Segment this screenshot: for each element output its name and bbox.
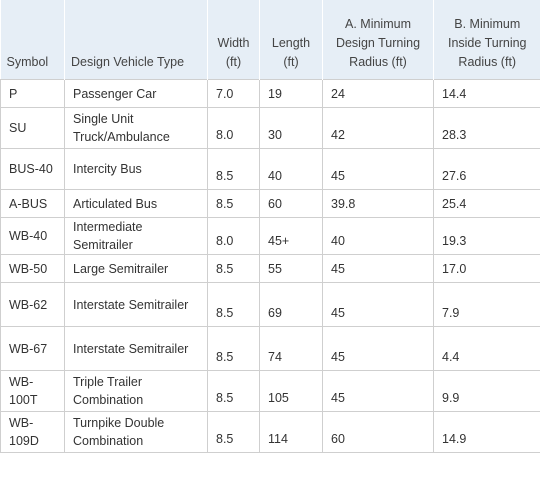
- cell-inside-radius: 19.3: [433, 217, 540, 255]
- table-row: WB-109D Turnpike Double Combination 8.5 …: [0, 411, 540, 453]
- cell-type: Interstate Semitrailer: [64, 282, 208, 327]
- table-row: WB-100T Triple Trailer Combination 8.5 1…: [0, 370, 540, 412]
- cell-symbol: P: [0, 79, 65, 108]
- cell-inside-radius: 14.4: [433, 79, 540, 108]
- cell-width: 8.5: [207, 411, 260, 453]
- cell-symbol: WB-67: [0, 326, 65, 371]
- cell-type: Triple Trailer Combination: [64, 370, 208, 412]
- cell-type: Single Unit Truck/Ambulance: [64, 107, 208, 149]
- cell-width: 8.5: [207, 326, 260, 371]
- header-width: Width (ft): [207, 0, 260, 80]
- cell-length: 45+: [259, 217, 323, 255]
- cell-symbol: BUS-40: [0, 148, 65, 190]
- cell-inside-radius: 7.9: [433, 282, 540, 327]
- cell-length: 40: [259, 148, 323, 190]
- cell-design-radius: 45: [322, 254, 434, 283]
- cell-design-radius: 45: [322, 148, 434, 190]
- table-row: BUS-40 Intercity Bus 8.5 40 45 27.6: [0, 148, 540, 190]
- cell-width: 8.0: [207, 107, 260, 149]
- cell-symbol: WB-62: [0, 282, 65, 327]
- table-row: WB-40 Intermediate Semitrailer 8.0 45+ 4…: [0, 217, 540, 255]
- cell-type: Articulated Bus: [64, 189, 208, 218]
- cell-design-radius: 45: [322, 370, 434, 412]
- header-min-design-turning-radius: A. Minimum Design Turning Radius (ft): [322, 0, 434, 80]
- cell-type: Intercity Bus: [64, 148, 208, 190]
- cell-inside-radius: 17.0: [433, 254, 540, 283]
- cell-symbol: WB-100T: [0, 370, 65, 412]
- table-body: P Passenger Car 7.0 19 24 14.4 SU Single…: [0, 79, 540, 453]
- cell-length: 69: [259, 282, 323, 327]
- cell-inside-radius: 27.6: [433, 148, 540, 190]
- table-row: WB-50 Large Semitrailer 8.5 55 45 17.0: [0, 254, 540, 283]
- table-row: P Passenger Car 7.0 19 24 14.4: [0, 79, 540, 108]
- cell-design-radius: 45: [322, 282, 434, 327]
- cell-inside-radius: 25.4: [433, 189, 540, 218]
- cell-length: 74: [259, 326, 323, 371]
- table-row: WB-62 Interstate Semitrailer 8.5 69 45 7…: [0, 282, 540, 327]
- cell-type: Turnpike Double Combination: [64, 411, 208, 453]
- cell-type: Passenger Car: [64, 79, 208, 108]
- cell-type: Intermediate Semitrailer: [64, 217, 208, 255]
- cell-type: Interstate Semitrailer: [64, 326, 208, 371]
- cell-length: 105: [259, 370, 323, 412]
- cell-inside-radius: 4.4: [433, 326, 540, 371]
- table-row: SU Single Unit Truck/Ambulance 8.0 30 42…: [0, 107, 540, 149]
- cell-design-radius: 24: [322, 79, 434, 108]
- header-row: Symbol Design Vehicle Type Width (ft) Le…: [0, 0, 540, 80]
- cell-inside-radius: 14.9: [433, 411, 540, 453]
- cell-length: 19: [259, 79, 323, 108]
- cell-symbol: WB-50: [0, 254, 65, 283]
- cell-design-radius: 45: [322, 326, 434, 371]
- cell-width: 8.5: [207, 254, 260, 283]
- header-design-vehicle-type: Design Vehicle Type: [64, 0, 208, 80]
- cell-length: 55: [259, 254, 323, 283]
- header-length: Length (ft): [259, 0, 323, 80]
- table-row: WB-67 Interstate Semitrailer 8.5 74 45 4…: [0, 326, 540, 371]
- design-vehicle-table: Symbol Design Vehicle Type Width (ft) Le…: [0, 0, 540, 453]
- cell-width: 8.5: [207, 370, 260, 412]
- cell-design-radius: 60: [322, 411, 434, 453]
- cell-symbol: SU: [0, 107, 65, 149]
- cell-inside-radius: 9.9: [433, 370, 540, 412]
- cell-design-radius: 40: [322, 217, 434, 255]
- cell-width: 8.5: [207, 282, 260, 327]
- cell-length: 114: [259, 411, 323, 453]
- cell-inside-radius: 28.3: [433, 107, 540, 149]
- header-symbol: Symbol: [0, 0, 65, 80]
- cell-design-radius: 42: [322, 107, 434, 149]
- cell-width: 8.5: [207, 189, 260, 218]
- cell-type: Large Semitrailer: [64, 254, 208, 283]
- cell-width: 8.0: [207, 217, 260, 255]
- header-min-inside-turning-radius: B. Minimum Inside Turning Radius (ft): [433, 0, 540, 80]
- table-row: A-BUS Articulated Bus 8.5 60 39.8 25.4: [0, 189, 540, 218]
- cell-symbol: WB-109D: [0, 411, 65, 453]
- cell-width: 7.0: [207, 79, 260, 108]
- cell-symbol: WB-40: [0, 217, 65, 255]
- cell-symbol: A-BUS: [0, 189, 65, 218]
- table-header: Symbol Design Vehicle Type Width (ft) Le…: [0, 0, 540, 80]
- cell-width: 8.5: [207, 148, 260, 190]
- cell-design-radius: 39.8: [322, 189, 434, 218]
- cell-length: 60: [259, 189, 323, 218]
- cell-length: 30: [259, 107, 323, 149]
